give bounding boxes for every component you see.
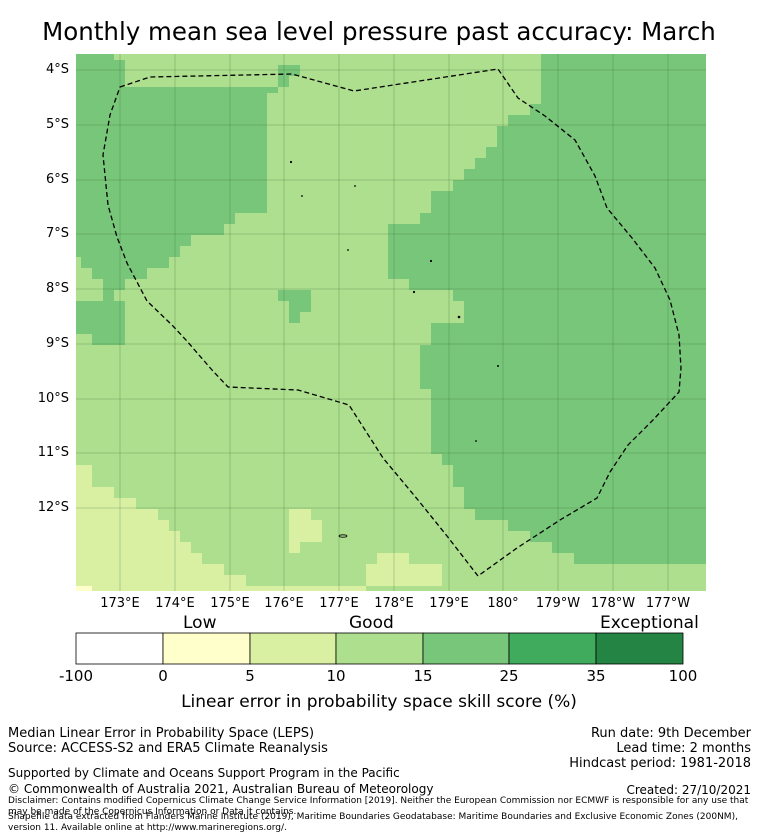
colorbar-tick: 100 (668, 667, 698, 685)
chart-title: Monthly mean sea level pressure past acc… (42, 17, 716, 46)
maritime-boundary (102, 68, 682, 577)
colorbar-segment-25-35 (508, 632, 597, 665)
colorbar-segment-10-15 (335, 632, 424, 665)
colorbar-segment-5-10 (249, 632, 337, 665)
colorbar-title: Linear error in probability space skill … (181, 692, 577, 712)
lat-label: 5°S (45, 117, 69, 132)
lon-label: 176°E (264, 596, 304, 611)
lon-label: 179°E (429, 596, 469, 611)
skill-region-0-5 (76, 586, 92, 591)
colorbar-tick: 15 (413, 667, 433, 685)
lon-label: 174°E (155, 596, 195, 611)
colorbar-tick: 0 (158, 667, 168, 685)
lon-label: 178°E (374, 596, 414, 611)
lon-label: 177°W (645, 596, 691, 611)
lon-label: 178°W (590, 596, 636, 611)
skill-region-15-25 (76, 301, 125, 345)
lat-label: 10°S (37, 391, 69, 406)
lon-label: 180° (487, 596, 519, 611)
created-date-text: Created: 27/10/2021 (626, 783, 751, 797)
lat-label: 12°S (37, 500, 69, 515)
colorbar-segment-15-25 (422, 632, 510, 665)
lon-label: 179°W (535, 596, 581, 611)
colorbar (75, 632, 684, 665)
islands (289, 160, 499, 538)
colorbar-segment-0-5 (162, 632, 251, 665)
skill-region-5-10 (76, 465, 366, 591)
category-exceptional-label: Exceptional (600, 613, 699, 633)
colorbar-tick: 25 (499, 667, 519, 685)
lon-label: 177°E (319, 596, 359, 611)
support-text: Supported by Climate and Oceans Support … (8, 766, 400, 780)
skill-region-15-25 (76, 54, 300, 301)
shapefile-credit-text: Shapefile data extracted from Flanders M… (8, 812, 738, 833)
lat-label: 4°S (45, 62, 69, 77)
run-date-text: Run date: 9th December (590, 726, 751, 741)
lead-time-text: Lead time: 2 months (616, 741, 751, 756)
disclaimer-text: Disclaimer: Contains modified Copernicus… (8, 796, 749, 817)
colorbar-segment-35-100 (595, 632, 684, 665)
source-text: Source: ACCESS-S2 and ERA5 Climate Reana… (8, 741, 328, 756)
lon-label: 173°E (100, 596, 140, 611)
lat-label: 9°S (45, 336, 69, 351)
copyright-text: © Commonwealth of Australia 2021, Austra… (8, 782, 434, 796)
category-low-label: Low (183, 613, 217, 633)
colorbar-tick: -100 (58, 667, 94, 685)
skill-region-15-25 (388, 54, 706, 564)
colorbar-segment-neg100-0 (75, 632, 164, 665)
metric-text: Median Linear Error in Probability Space… (8, 726, 315, 741)
category-good-label: Good (349, 613, 394, 633)
lat-label: 8°S (45, 281, 69, 296)
hindcast-text: Hindcast period: 1981-2018 (569, 756, 751, 771)
skill-region-5-10 (366, 553, 442, 586)
colorbar-tick: 35 (586, 667, 606, 685)
lat-label: 7°S (45, 226, 69, 241)
colorbar-tick: 10 (326, 667, 346, 685)
skill-region-5-10 (289, 509, 322, 553)
lat-label: 11°S (37, 445, 69, 460)
graticule (76, 54, 706, 591)
lat-label: 6°S (45, 172, 69, 187)
skill-region-15-25 (278, 290, 311, 323)
colorbar-tick: 5 (245, 667, 255, 685)
lon-label: 175°E (210, 596, 250, 611)
